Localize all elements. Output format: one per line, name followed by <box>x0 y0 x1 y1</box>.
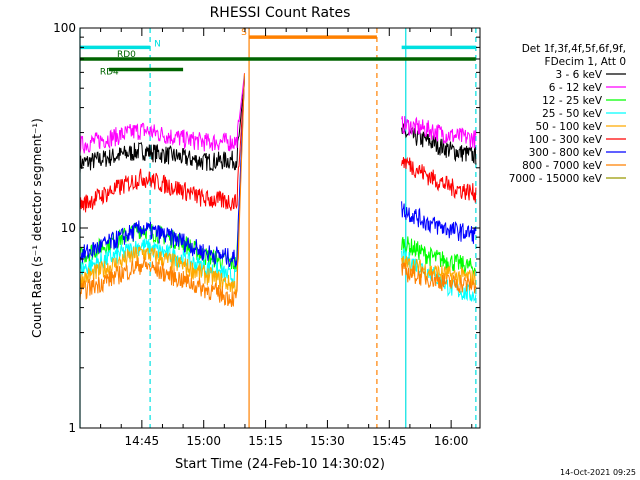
series-2-segment-1 <box>401 236 477 278</box>
x-tick-label-3: 15:30 <box>310 434 345 448</box>
series-7-segment-1 <box>401 262 477 294</box>
annotation-bars: N RD0 RD4 S <box>80 28 476 78</box>
x-tick-label-5: 16:00 <box>434 434 469 448</box>
series-lines <box>79 73 477 307</box>
series-0-segment-1 <box>401 122 477 165</box>
annotation-label-0: N <box>154 39 161 49</box>
legend-label-6: 300 - 800 keV <box>529 147 603 159</box>
legend-header-0: Det 1f,3f,4f,5f,6f,9f, <box>522 43 626 55</box>
series-1-segment-1 <box>401 115 477 149</box>
series-5-segment-0 <box>79 78 245 213</box>
legend-header-1: FDecim 1, Att 0 <box>545 56 626 68</box>
generation-timestamp: 14-Oct-2021 09:25 <box>560 468 636 477</box>
x-axis-label: Start Time (24-Feb-10 14:30:02) <box>175 457 385 472</box>
legend-label-3: 25 - 50 keV <box>542 108 603 120</box>
chart-title: RHESSI Count Rates <box>210 5 351 21</box>
x-tick-label-2: 15:15 <box>248 434 283 448</box>
legend: Det 1f,3f,4f,5f,6f,9f,FDecim 1, Att 03 -… <box>509 43 626 185</box>
annotation-label-4: S <box>241 28 247 38</box>
series-6-segment-0 <box>79 76 245 268</box>
series-6-segment-1 <box>401 201 477 244</box>
x-tick-label-0: 14:45 <box>125 434 160 448</box>
legend-label-5: 100 - 300 keV <box>529 134 603 146</box>
legend-label-7: 800 - 7000 keV <box>522 160 603 172</box>
series-5-segment-1 <box>401 156 477 203</box>
legend-label-8: 7000 - 15000 keV <box>509 173 603 185</box>
y-tick-label-1: 10 <box>61 221 76 235</box>
legend-label-1: 6 - 12 keV <box>549 82 603 94</box>
series-1-segment-0 <box>79 73 245 154</box>
legend-label-0: 3 - 6 keV <box>555 69 602 81</box>
series-7-segment-0 <box>79 73 245 307</box>
y-tick-label-0: 1 <box>68 421 76 435</box>
series-3-segment-0 <box>79 74 245 288</box>
legend-label-4: 50 - 100 keV <box>535 121 602 133</box>
y-tick-label-2: 100 <box>53 21 76 35</box>
x-axis-ticks: 14:45 15:00 15:15 15:30 15:45 16:00 <box>79 28 473 448</box>
legend-label-2: 12 - 25 keV <box>542 95 603 107</box>
series-0-segment-0 <box>79 79 245 174</box>
x-tick-label-1: 15:00 <box>186 434 221 448</box>
annotation-label-3: RD4 <box>100 68 119 78</box>
y-axis-ticks: 1 10 100 <box>53 21 480 435</box>
y-axis-label: Count Rate (s⁻¹ detector segment⁻¹) <box>30 118 44 338</box>
series-4-segment-0 <box>79 73 245 295</box>
annotation-label-2: RD0 <box>117 50 136 60</box>
x-tick-label-4: 15:45 <box>372 434 407 448</box>
